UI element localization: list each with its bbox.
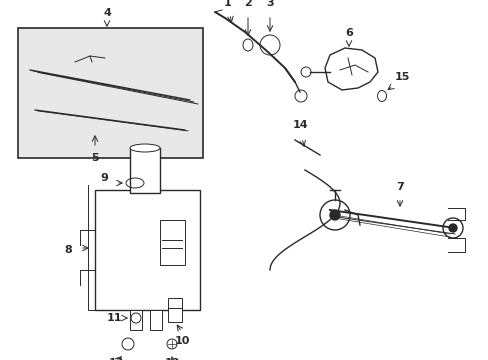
Text: 12: 12 (164, 358, 180, 360)
Bar (160, 220, 184, 265)
Polygon shape (325, 48, 377, 90)
Bar (150, 310, 162, 330)
Text: 11: 11 (106, 313, 122, 323)
Text: 5: 5 (91, 153, 99, 163)
Text: 10: 10 (174, 336, 189, 346)
Text: 1: 1 (224, 0, 231, 8)
Bar (130, 148, 160, 193)
Text: 3: 3 (265, 0, 273, 8)
Text: 6: 6 (345, 28, 352, 38)
Text: 13: 13 (108, 358, 123, 360)
Text: 14: 14 (292, 120, 307, 130)
Text: 9: 9 (100, 173, 108, 183)
Text: 4: 4 (103, 8, 111, 18)
Ellipse shape (130, 144, 160, 152)
Circle shape (329, 210, 339, 220)
Bar (95, 190, 200, 310)
Bar (168, 298, 182, 322)
Text: 2: 2 (244, 0, 251, 8)
Text: 7: 7 (395, 182, 403, 192)
Text: 8: 8 (64, 245, 72, 255)
Bar (130, 310, 142, 330)
Circle shape (448, 224, 456, 232)
Bar (18, 28, 203, 158)
Text: 15: 15 (394, 72, 409, 82)
